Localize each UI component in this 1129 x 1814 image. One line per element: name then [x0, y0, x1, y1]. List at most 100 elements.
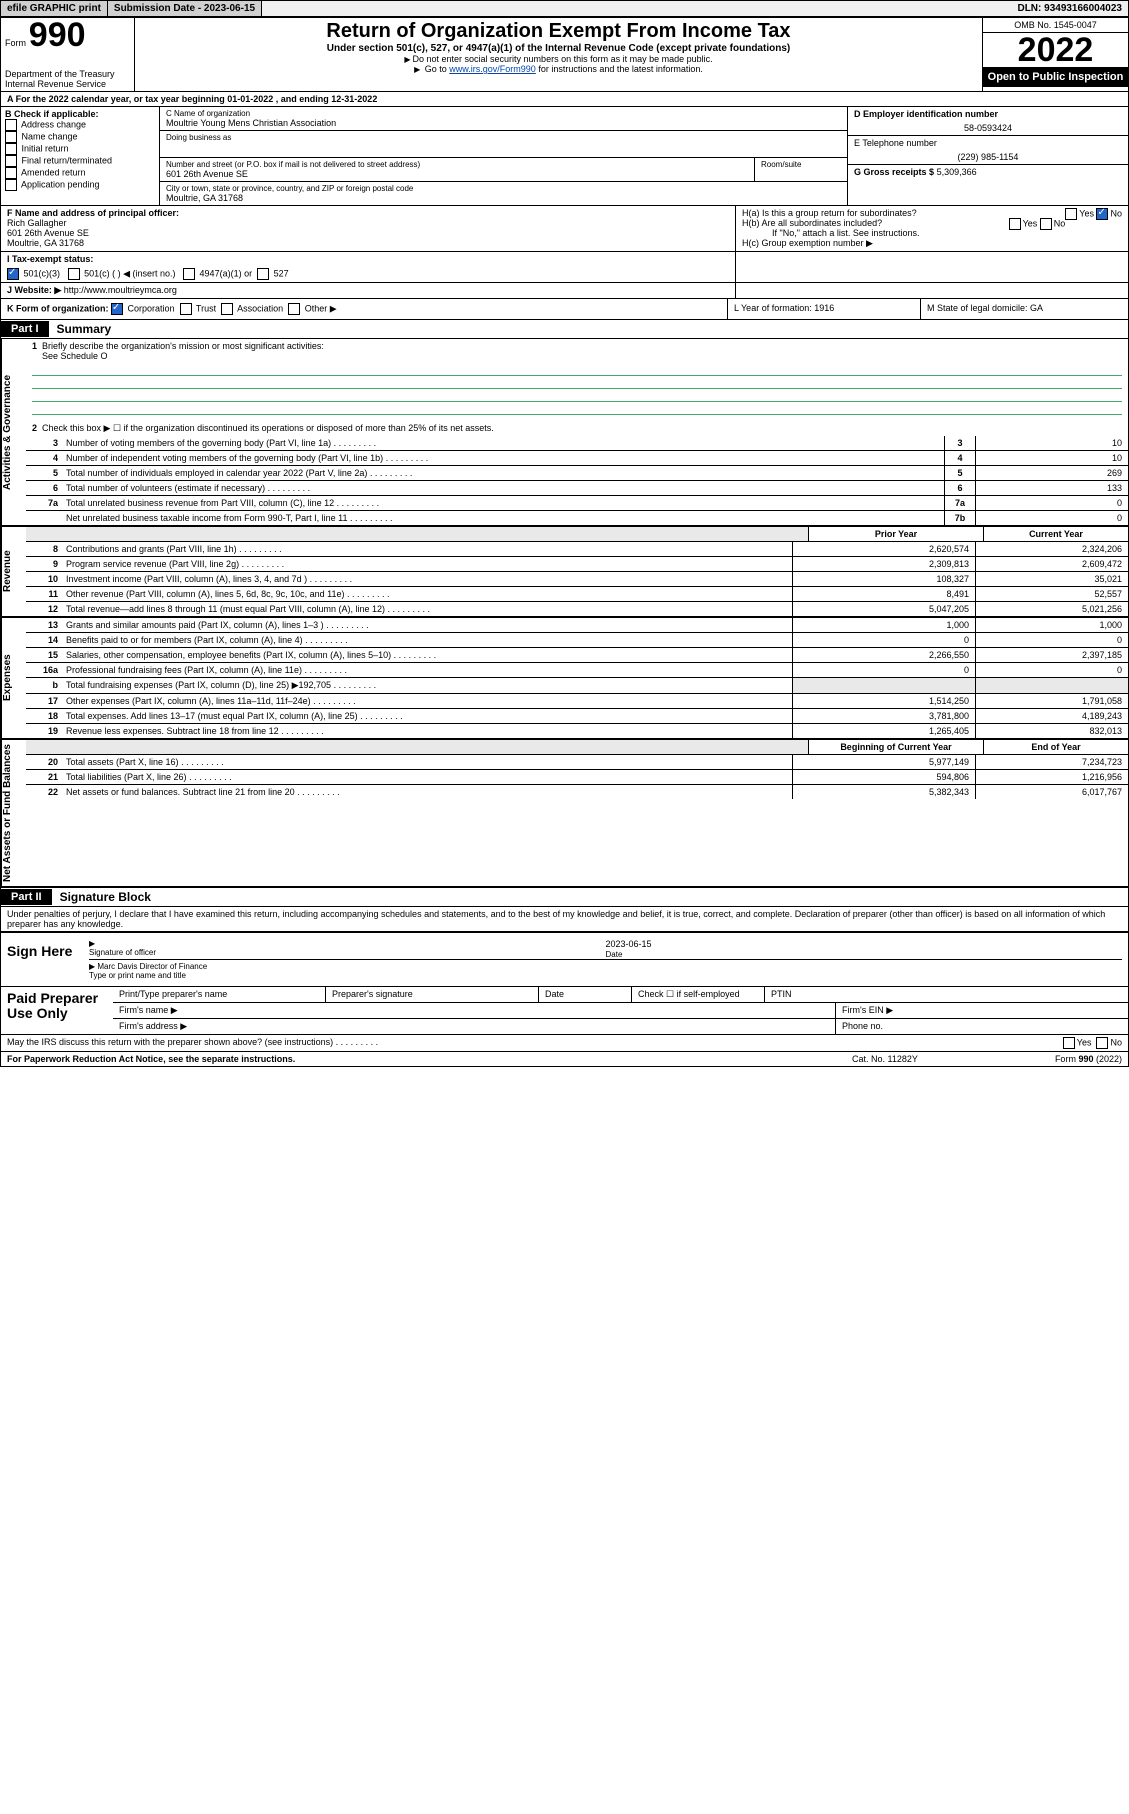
- line-num: 12: [26, 602, 62, 616]
- prior-value: 108,327: [792, 572, 975, 586]
- addr-label: Number and street (or P.O. box if mail i…: [166, 160, 748, 169]
- phone-label: E Telephone number: [854, 138, 1122, 148]
- net-assets-label: Net Assets or Fund Balances: [1, 740, 26, 886]
- line-boxnum: 4: [944, 451, 975, 465]
- line-desc: Program service revenue (Part VIII, line…: [62, 557, 792, 571]
- association-checkbox[interactable]: [221, 303, 233, 315]
- current-value: 2,609,472: [975, 557, 1128, 571]
- sig-date-label: Date: [606, 950, 623, 959]
- discuss-no-checkbox[interactable]: [1096, 1037, 1108, 1049]
- current-year-header: Current Year: [983, 527, 1128, 541]
- other-checkbox[interactable]: [288, 303, 300, 315]
- ha-no-checkbox[interactable]: [1096, 208, 1108, 220]
- form-number: 990: [29, 16, 86, 54]
- line-desc: Total fundraising expenses (Part IX, col…: [62, 678, 792, 693]
- opt-trust: Trust: [196, 303, 216, 313]
- line-boxnum: 3: [944, 436, 975, 450]
- form-title: Return of Organization Exempt From Incom…: [141, 20, 976, 43]
- line-desc: Number of independent voting members of …: [62, 451, 944, 465]
- 4947-checkbox[interactable]: [183, 268, 195, 280]
- line-num: 15: [26, 648, 62, 662]
- opt-corp: Corporation: [128, 303, 175, 313]
- line-num: b: [26, 678, 62, 693]
- line-desc: Total number of individuals employed in …: [62, 466, 944, 480]
- firm-phone-label: Phone no.: [836, 1019, 1128, 1034]
- line-num: 11: [26, 587, 62, 601]
- submission-date-button[interactable]: Submission Date - 2023-06-15: [108, 1, 262, 16]
- no-label-2: No: [1054, 218, 1066, 228]
- line-desc: Professional fundraising fees (Part IX, …: [62, 663, 792, 677]
- prior-value: 2,266,550: [792, 648, 975, 662]
- line-desc: Other expenses (Part IX, column (A), lin…: [62, 694, 792, 708]
- dln-text: DLN: 93493166004023: [1011, 1, 1128, 16]
- hb-no-checkbox[interactable]: [1040, 218, 1052, 230]
- check-address-change[interactable]: [5, 119, 17, 131]
- h-b-row: H(b) Are all subordinates included? Yes …: [742, 218, 1122, 228]
- line-value: 10: [975, 451, 1128, 465]
- year-formation: L Year of formation: 1916: [728, 299, 921, 319]
- irs-discuss-text: May the IRS discuss this return with the…: [7, 1037, 333, 1047]
- line-desc: Salaries, other compensation, employee b…: [62, 648, 792, 662]
- current-value: [975, 678, 1128, 693]
- line-desc: Total unrelated business revenue from Pa…: [62, 496, 944, 510]
- current-value: 1,000: [975, 618, 1128, 632]
- prior-year-header: Prior Year: [808, 527, 983, 541]
- prior-value: 0: [792, 663, 975, 677]
- ha-yes-checkbox[interactable]: [1065, 208, 1077, 220]
- col-b-label: B Check if applicable:: [5, 109, 155, 119]
- prior-value: 1,265,405: [792, 724, 975, 738]
- form-prefix: Form: [5, 38, 26, 48]
- firm-name-label: Firm's name ▶: [113, 1003, 836, 1018]
- check-name-change[interactable]: [5, 131, 17, 143]
- line-boxnum: 5: [944, 466, 975, 480]
- beginning-year-header: Beginning of Current Year: [808, 740, 983, 754]
- check-initial-return[interactable]: [5, 143, 17, 155]
- cat-no: Cat. No. 11282Y: [852, 1054, 1002, 1064]
- tax-year: 2022: [983, 33, 1128, 67]
- 527-checkbox[interactable]: [257, 268, 269, 280]
- check-final-return/terminated[interactable]: [5, 155, 17, 167]
- line-value: 0: [975, 496, 1128, 510]
- room-suite-label: Room/suite: [761, 160, 841, 169]
- 501c-checkbox[interactable]: [68, 268, 80, 280]
- current-value: 7,234,723: [975, 755, 1128, 769]
- prior-value: 594,806: [792, 770, 975, 784]
- line-num: 8: [26, 542, 62, 556]
- line-desc: Revenue less expenses. Subtract line 18 …: [62, 724, 792, 738]
- discuss-yes: Yes: [1077, 1037, 1092, 1047]
- line-num: 9: [26, 557, 62, 571]
- no-label: No: [1110, 208, 1122, 218]
- line-boxnum: 7b: [944, 511, 975, 525]
- check-amended-return[interactable]: [5, 167, 17, 179]
- line-desc: Total expenses. Add lines 13–17 (must eq…: [62, 709, 792, 723]
- irs-gov-link[interactable]: www.irs.gov/Form990: [449, 64, 536, 74]
- dept-text: Department of the Treasury: [5, 69, 130, 79]
- website-label: J Website: ▶: [7, 285, 61, 295]
- line-desc: Total liabilities (Part X, line 26): [62, 770, 792, 784]
- current-value: 1,791,058: [975, 694, 1128, 708]
- line-desc: Number of voting members of the governin…: [62, 436, 944, 450]
- trust-checkbox[interactable]: [180, 303, 192, 315]
- sign-here-label: Sign Here: [1, 933, 83, 986]
- line-desc: Net unrelated business taxable income fr…: [62, 511, 944, 525]
- prior-value: 1,514,250: [792, 694, 975, 708]
- line-num: 17: [26, 694, 62, 708]
- current-value: 2,397,185: [975, 648, 1128, 662]
- line-value: 133: [975, 481, 1128, 495]
- hb-yes-checkbox[interactable]: [1009, 218, 1021, 230]
- corporation-checkbox[interactable]: [111, 303, 123, 315]
- 501c3-checkbox[interactable]: [7, 268, 19, 280]
- check-application-pending[interactable]: [5, 179, 17, 191]
- current-value: 6,017,767: [975, 785, 1128, 799]
- efile-print-button[interactable]: efile GRAPHIC print: [1, 1, 108, 16]
- prior-value: [792, 678, 975, 693]
- prior-value: 3,781,800: [792, 709, 975, 723]
- gross-label: G Gross receipts $: [854, 167, 934, 177]
- discuss-yes-checkbox[interactable]: [1063, 1037, 1075, 1049]
- paid-preparer-label: Paid Preparer Use Only: [1, 987, 113, 1034]
- col-b-checkboxes: B Check if applicable: Address change Na…: [1, 107, 160, 205]
- line-num: 14: [26, 633, 62, 647]
- instr2-pre: Go to: [425, 64, 450, 74]
- officer-name-title: Marc Davis Director of Finance: [97, 962, 207, 971]
- line-num: 3: [26, 436, 62, 450]
